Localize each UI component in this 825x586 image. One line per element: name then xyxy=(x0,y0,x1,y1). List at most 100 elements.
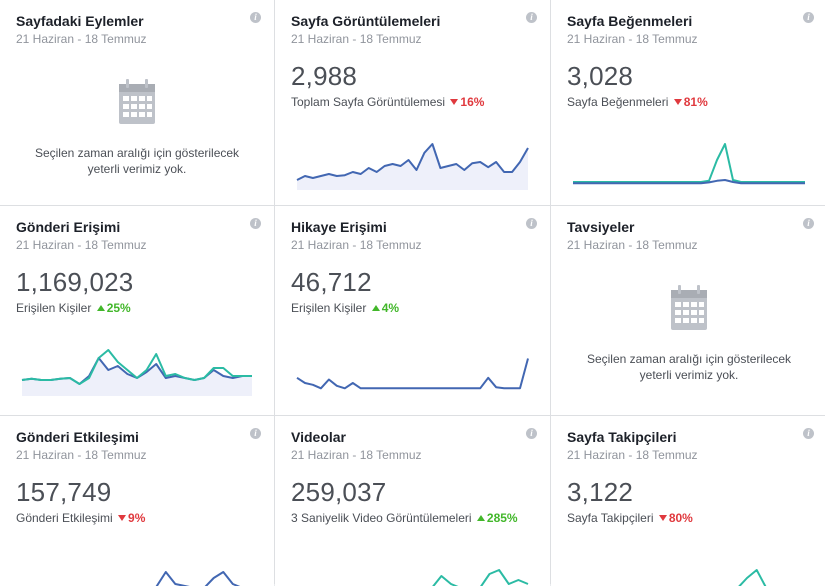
triangle-up-icon xyxy=(476,515,485,521)
card-videos[interactable]: Videolar 21 Haziran - 18 Temmuz i 259,03… xyxy=(275,416,550,586)
card-date-range: 21 Haziran - 18 Temmuz xyxy=(16,448,147,462)
triangle-up-icon xyxy=(371,305,380,311)
metric-value: 259,037 xyxy=(291,477,387,507)
card-page-likes[interactable]: Sayfa Beğenmeleri 21 Haziran - 18 Temmuz… xyxy=(551,0,825,205)
sparkline-series-0 xyxy=(573,143,805,183)
sparkline-series-0 xyxy=(155,571,241,586)
card-post-engagement[interactable]: Gönderi Etkileşimi 21 Haziran - 18 Temmu… xyxy=(0,416,274,586)
metric-row: Erişilen Kişiler 4% xyxy=(291,301,535,315)
card-title: Tavsiyeler xyxy=(567,219,635,235)
sparkline xyxy=(296,358,529,390)
delta-badge: 4% xyxy=(371,301,400,315)
delta-value: 81% xyxy=(683,95,708,109)
metric-value: 3,028 xyxy=(567,61,634,91)
info-icon[interactable]: i xyxy=(250,12,261,23)
metric-label: Sayfa Takipçileri xyxy=(567,511,654,525)
sparkline-area xyxy=(297,144,528,190)
info-icon[interactable]: i xyxy=(250,428,261,439)
delta-badge: 80% xyxy=(658,511,693,525)
metric-row: Toplam Sayfa Görüntülemesi 16% xyxy=(291,95,535,109)
card-recommendations[interactable]: Tavsiyeler 21 Haziran - 18 Temmuz i Seçi… xyxy=(551,206,825,415)
card-date-range: 21 Haziran - 18 Temmuz xyxy=(291,238,422,252)
delta-value: 25% xyxy=(106,301,131,315)
metric-label: 3 Saniyelik Video Görüntülemeleri xyxy=(291,511,472,525)
metric-row: 3 Saniyelik Video Görüntülemeleri 285% xyxy=(291,511,535,525)
card-page-views[interactable]: Sayfa Görüntülemeleri 21 Haziran - 18 Te… xyxy=(275,0,550,205)
metric-row: Sayfa Beğenmeleri 81% xyxy=(567,95,812,109)
metric-label: Toplam Sayfa Görüntülemesi xyxy=(291,95,446,109)
info-icon[interactable]: i xyxy=(526,428,537,439)
sparkline xyxy=(738,569,767,586)
triangle-down-icon xyxy=(673,99,682,105)
card-date-range: 21 Haziran - 18 Temmuz xyxy=(567,448,698,462)
metric-label: Erişilen Kişiler xyxy=(291,301,367,315)
delta-badge: 9% xyxy=(118,511,145,525)
empty-state: Seçilen zaman aralığı için gösterilecek … xyxy=(551,284,825,383)
info-icon[interactable]: i xyxy=(526,12,537,23)
card-title: Sayfa Görüntülemeleri xyxy=(291,13,441,29)
triangle-down-icon xyxy=(658,515,667,521)
sparkline-series-0 xyxy=(296,358,529,390)
sparkline xyxy=(21,349,252,396)
metric-row: Sayfa Takipçileri 80% xyxy=(567,511,812,525)
calendar-icon xyxy=(117,78,157,126)
card-date-range: 21 Haziran - 18 Temmuz xyxy=(567,32,698,46)
info-icon[interactable]: i xyxy=(803,12,814,23)
card-title: Sayfadaki Eylemler xyxy=(16,13,144,29)
card-page-followers[interactable]: Sayfa Takipçileri 21 Haziran - 18 Temmuz… xyxy=(551,416,825,586)
sparkline-series-0 xyxy=(296,143,529,181)
delta-badge: 25% xyxy=(96,301,131,315)
metric-value: 3,122 xyxy=(567,477,634,507)
metric-value: 157,749 xyxy=(16,477,112,507)
calendar-icon xyxy=(669,284,709,332)
metric-label: Sayfa Beğenmeleri xyxy=(567,95,669,109)
card-date-range: 21 Haziran - 18 Temmuz xyxy=(16,238,147,252)
info-icon[interactable]: i xyxy=(803,428,814,439)
card-title: Gönderi Etkileşimi xyxy=(16,429,139,445)
info-icon[interactable]: i xyxy=(526,218,537,229)
metric-label: Erişilen Kişiler xyxy=(16,301,92,315)
metric-row: Gönderi Etkileşimi 9% xyxy=(16,511,259,525)
triangle-up-icon xyxy=(96,305,105,311)
card-title: Gönderi Erişimi xyxy=(16,219,121,235)
sparkline-area xyxy=(22,358,252,396)
metric-label: Gönderi Etkileşimi xyxy=(16,511,113,525)
triangle-down-icon xyxy=(450,99,459,105)
card-page-actions[interactable]: Sayfadaki Eylemler 21 Haziran - 18 Temmu… xyxy=(0,0,274,205)
card-title: Sayfa Beğenmeleri xyxy=(567,13,693,29)
empty-state-text: Seçilen zaman aralığı için gösterilecek … xyxy=(34,146,240,176)
info-icon[interactable]: i xyxy=(250,218,261,229)
card-title: Hikaye Erişimi xyxy=(291,219,387,235)
card-date-range: 21 Haziran - 18 Temmuz xyxy=(16,32,147,46)
info-icon[interactable]: i xyxy=(803,218,814,229)
delta-badge: 285% xyxy=(476,511,518,525)
card-post-reach[interactable]: Gönderi Erişimi 21 Haziran - 18 Temmuz i… xyxy=(0,206,274,415)
sparkline-series-0 xyxy=(432,569,529,586)
delta-value: 9% xyxy=(128,511,146,525)
sparkline xyxy=(155,571,241,586)
sparkline xyxy=(573,143,805,185)
empty-state: Seçilen zaman aralığı için gösterilecek … xyxy=(0,78,274,177)
metric-value: 46,712 xyxy=(291,267,372,297)
card-title: Sayfa Takipçileri xyxy=(567,429,677,445)
delta-badge: 81% xyxy=(673,95,708,109)
delta-value: 285% xyxy=(486,511,518,525)
delta-value: 80% xyxy=(668,511,693,525)
delta-value: 4% xyxy=(381,301,400,315)
card-date-range: 21 Haziran - 18 Temmuz xyxy=(567,238,698,252)
card-story-reach[interactable]: Hikaye Erişimi 21 Haziran - 18 Temmuz i … xyxy=(275,206,550,415)
sparkline xyxy=(432,569,529,586)
sparkline xyxy=(296,143,529,190)
delta-badge: 16% xyxy=(450,95,484,109)
metric-value: 2,988 xyxy=(291,61,358,91)
card-date-range: 21 Haziran - 18 Temmuz xyxy=(291,448,422,462)
card-date-range: 21 Haziran - 18 Temmuz xyxy=(291,32,422,46)
card-title: Videolar xyxy=(291,429,346,445)
metric-row: Erişilen Kişiler 25% xyxy=(16,301,259,315)
empty-state-text: Seçilen zaman aralığı için gösterilecek … xyxy=(586,352,792,382)
sparkline-series-1 xyxy=(573,179,805,185)
delta-value: 16% xyxy=(460,95,485,109)
metric-value: 1,169,023 xyxy=(16,267,134,297)
triangle-down-icon xyxy=(118,515,127,521)
